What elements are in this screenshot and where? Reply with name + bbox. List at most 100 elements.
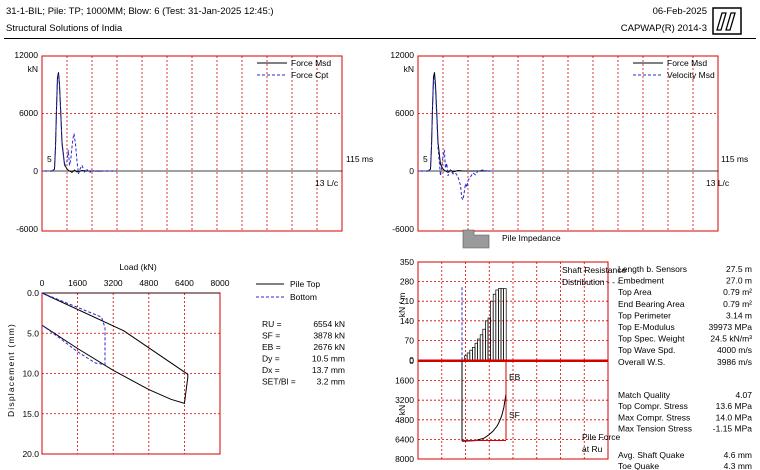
pile-impedance-label: Pile Impedance: [502, 233, 561, 243]
force-chart-grid: [42, 56, 342, 231]
result-label: SF =: [262, 331, 280, 341]
param-value: 24.5 kN/m³: [710, 334, 752, 344]
capwap-logo: [712, 7, 742, 35]
result-label: RU =: [262, 319, 282, 329]
software-version: CAPWAP(R) 2014-3: [620, 23, 707, 34]
velocity-chart-series-velocity-msd: [418, 76, 493, 202]
param-label: Top Perimeter: [618, 310, 671, 320]
load-disp-xtick: 6400: [175, 278, 194, 288]
param-value: 4.6 mm: [724, 450, 752, 460]
shaft-resistance-bar: [466, 352, 471, 361]
shaft-resistance-ylabel: kN / m: [397, 293, 407, 318]
load-disp-ytick: 20.0: [22, 449, 39, 459]
param-label: Toe Quake: [618, 461, 659, 470]
velocity-chart-ylabel: kN: [404, 64, 414, 74]
shaft-resistance-bar: [472, 347, 476, 361]
param-label: Top Area: [618, 287, 652, 297]
load-disp-xtick: 3200: [104, 278, 123, 288]
force-chart-legend-0: Force Msd: [291, 58, 331, 68]
velocity-chart-legend-1: Velocity Msd: [667, 70, 715, 80]
force-chart-ytick-top: 12000: [14, 50, 38, 60]
param-value: 27.0 m: [726, 276, 752, 286]
param-label: Top Wave Spd.: [618, 345, 675, 355]
param-value: 14.0 MPa: [716, 412, 753, 422]
pile-force-ytick: 6400: [395, 434, 414, 444]
param-label: Max Tension Stress: [618, 424, 692, 434]
force-chart-lc-label: 13 L/c: [315, 178, 339, 188]
load-disp-ytick: 10.0: [22, 369, 39, 379]
param-label: Length b. Sensors: [618, 264, 687, 274]
force-chart-ytick-mid: 6000: [19, 108, 38, 118]
velocity-chart-start-label: 5: [423, 154, 428, 164]
force-chart-legend-1: Force Cpt: [291, 70, 329, 80]
shaft-resistance-bar: [469, 349, 473, 361]
velocity-chart-lc-label: 13 L/c: [706, 178, 730, 188]
pile-force-ytick: 8000: [395, 454, 414, 464]
param-value: 4.07: [735, 390, 752, 400]
shaft-resistance-bar: [479, 334, 484, 361]
pile-force-ytick: 4800: [395, 415, 414, 425]
velocity-chart-ytick-zero: 0: [409, 166, 414, 176]
param-label: Embedment: [618, 276, 664, 286]
shaft-resistance-bar: [464, 355, 468, 361]
param-value: 39973 MPa: [709, 322, 753, 332]
pile-force-sf-label: SF: [509, 410, 520, 420]
result-label: Dy =: [262, 354, 280, 364]
result-value: 3878 kN: [313, 331, 345, 341]
shaft-resistance-bars: [461, 287, 507, 361]
company-name: Structural Solutions of India: [6, 23, 123, 34]
force-chart: 12000 kN 6000 0 -6000 5 115 ms 13 L/c Fo…: [14, 50, 373, 234]
load-disp-xtick: 8000: [211, 278, 230, 288]
result-value: 13.7 mm: [312, 365, 345, 375]
shaft-resistance-ytick: 280: [400, 277, 414, 287]
shaft-resistance-ytick: 350: [400, 257, 414, 267]
load-disp-grid: [42, 293, 220, 454]
load-disp-xtick: 4800: [139, 278, 158, 288]
param-label: Max Compr. Stress: [618, 412, 690, 422]
pile-force-chart: 0 1600 3200 4800 6400 8000 kN EB SF Pile Forc…: [395, 356, 620, 464]
shaft-resistance-bar: [474, 342, 478, 361]
pile-force-base: [462, 440, 506, 441]
param-label: Overall W.S.: [618, 357, 665, 367]
shaft-resistance-bar: [498, 288, 502, 361]
pile-force-ytick: 0: [409, 356, 414, 366]
velocity-chart-frame: [417, 55, 719, 232]
load-disp-xlabel: Load (kN): [119, 262, 156, 272]
force-chart-time-label: 115 ms: [346, 154, 373, 164]
load-disp-ytick: 5.0: [27, 328, 39, 338]
pile-force-ytick: 1600: [395, 376, 414, 386]
load-disp-legend-1: Bottom: [290, 292, 317, 302]
load-disp-series-pile-top: [41, 292, 189, 404]
pile-force-label-1: Pile Force: [582, 432, 621, 442]
shaft-resistance-grid: [418, 262, 608, 360]
load-disp-ylabel: Displacement (mm): [6, 323, 16, 417]
pile-force-series-ru: [461, 393, 507, 442]
param-value: 13.6 MPa: [716, 401, 753, 411]
param-value: 0.79 m²: [723, 287, 752, 297]
shaft-resistance-bar: [495, 289, 499, 361]
shaft-resistance-bar: [490, 300, 494, 361]
param-label: End Bearing Area: [618, 299, 685, 309]
pile-impedance-shape: [462, 229, 490, 249]
force-chart-ylabel: kN: [28, 64, 38, 74]
velocity-chart: 12000 kN 6000 0 -6000 5 115 ms 13 L/c Fo…: [390, 50, 748, 234]
force-chart-frame: [41, 55, 343, 232]
result-value: 6554 kN: [313, 319, 345, 329]
velocity-chart-series-force-msd: [418, 72, 493, 174]
pile-force-eb-label: EB: [509, 372, 521, 382]
force-chart-ytick-zero: 0: [33, 166, 38, 176]
force-chart-series-force-cpt: [42, 73, 117, 175]
shaft-resistance-bar: [482, 328, 486, 361]
param-value: 4.3 mm: [724, 461, 752, 470]
pile-force-frame: [417, 360, 609, 460]
shaft-resistance-bar: [477, 338, 481, 361]
pile-force-grid: [418, 361, 608, 459]
param-value: 3986 m/s: [717, 357, 752, 367]
pile-force-ytick: 3200: [395, 395, 414, 405]
param-label: Top Spec. Weight: [618, 334, 685, 344]
shaft-resistance-ytick: 0: [409, 355, 414, 365]
load-displacement-chart: Load (kN) 0 1600 3200 4800 6400 8000 0.0 5.0 10…: [6, 262, 345, 459]
shaft-resistance-bar: [500, 288, 504, 361]
